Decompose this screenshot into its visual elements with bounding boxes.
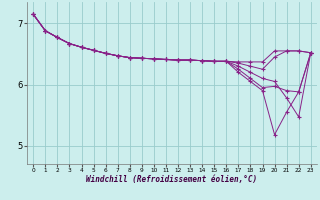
X-axis label: Windchill (Refroidissement éolien,°C): Windchill (Refroidissement éolien,°C) (86, 175, 258, 184)
